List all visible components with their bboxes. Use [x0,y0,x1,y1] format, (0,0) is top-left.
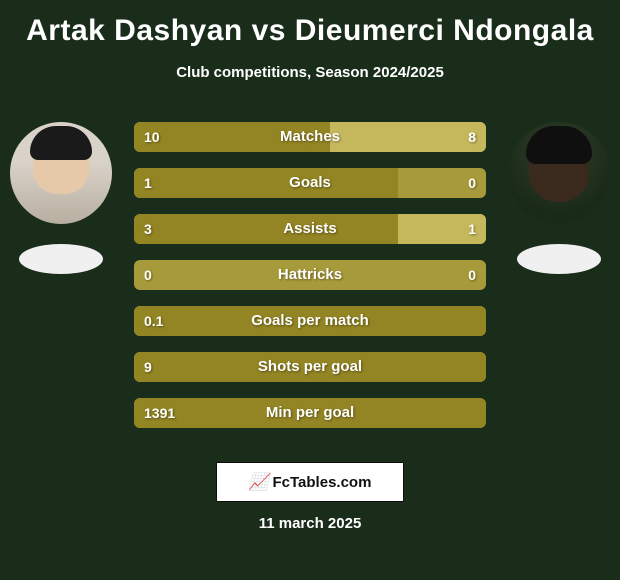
stat-row: 1Goals0 [134,168,486,198]
stat-value-right: 0 [468,260,476,290]
stat-label: Shots per goal [134,352,486,382]
stat-value-right: 8 [468,122,476,152]
footer-brand: FcTables.com [273,474,372,491]
stat-row: 0Hattricks0 [134,260,486,290]
stat-label: Assists [134,214,486,244]
page-title: Artak Dashyan vs Dieumerci Ndongala [0,0,620,48]
stat-row: 10Matches8 [134,122,486,152]
stat-row: 0.1Goals per match [134,306,486,336]
footer-date: 11 march 2025 [0,515,620,532]
stat-label: Goals per match [134,306,486,336]
stat-value-right: 1 [468,214,476,244]
stat-label: Matches [134,122,486,152]
stat-label: Hattricks [134,260,486,290]
player-right [504,122,614,274]
stat-row: 1391Min per goal [134,398,486,428]
stat-label: Min per goal [134,398,486,428]
footer-logo[interactable]: 📈 FcTables.com [216,462,404,502]
avatar-left [10,122,112,224]
chart-icon: 📈 [249,472,269,492]
stat-row: 9Shots per goal [134,352,486,382]
comparison-bars: 10Matches81Goals03Assists10Hattricks00.1… [134,122,486,444]
stat-label: Goals [134,168,486,198]
stat-row: 3Assists1 [134,214,486,244]
stat-value-right: 0 [468,168,476,198]
club-badge-right [517,244,601,274]
avatar-right [508,122,610,224]
player-left [6,122,116,274]
club-badge-left [19,244,103,274]
subtitle: Club competitions, Season 2024/2025 [0,64,620,81]
